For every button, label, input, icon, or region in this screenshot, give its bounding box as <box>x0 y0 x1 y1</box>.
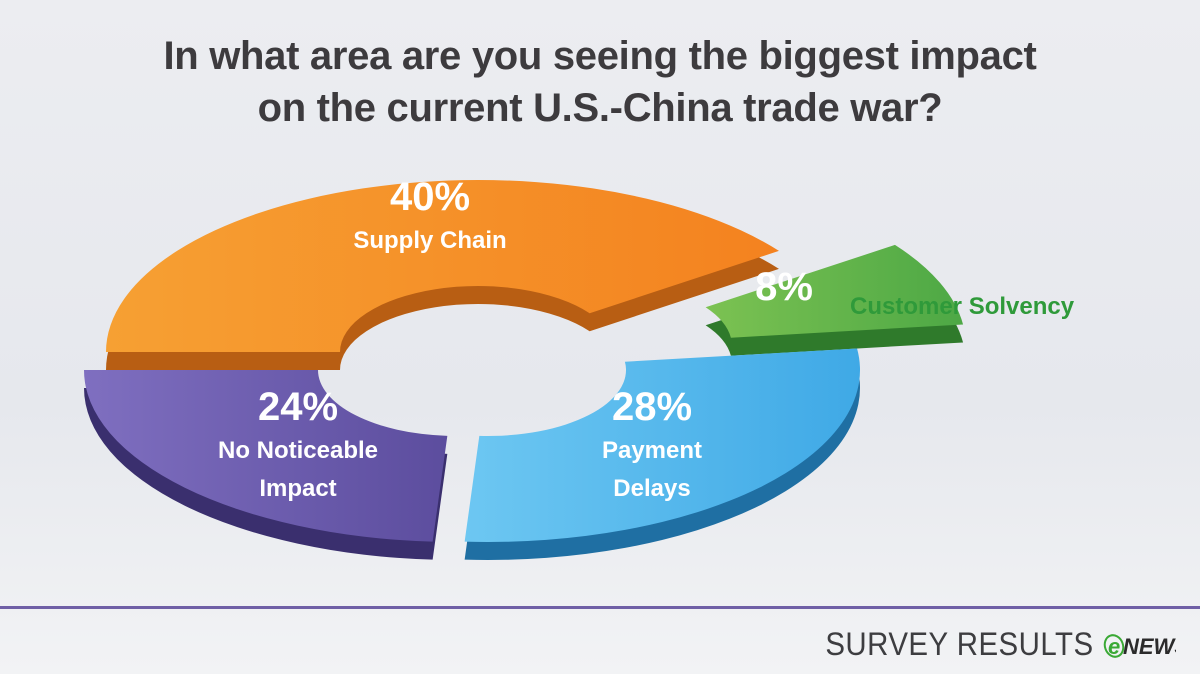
footer: SURVEY RESULTS e NEWS <box>802 624 1176 664</box>
enews-logo-mark: e NEWS <box>1103 634 1176 659</box>
chart-title-line-1: In what area are you seeing the biggest … <box>163 34 1037 78</box>
survey-results-label: SURVEY RESULTS <box>825 625 1094 662</box>
category-label-outside-1: Customer Solvency <box>850 293 1075 320</box>
category-label-0-0: Supply Chain <box>353 227 506 254</box>
slice-no-noticeable-impact <box>84 370 448 542</box>
category-label-3-1: Impact <box>259 475 336 502</box>
footer-divider <box>0 606 1200 609</box>
slice-customer-solvency <box>705 244 964 338</box>
category-label-2-1: Delays <box>613 475 690 502</box>
svg-text:e: e <box>1108 634 1120 659</box>
category-label-3-0: No Noticeable <box>218 437 378 464</box>
category-label-2-0: Payment <box>602 437 702 464</box>
enews-logo: e NEWS <box>1102 626 1176 662</box>
slice-payment-delays <box>464 348 860 542</box>
value-label-3: 24% <box>258 385 338 429</box>
chart-title: In what area are you seeing the biggest … <box>0 30 1200 134</box>
value-label-2: 28% <box>612 385 692 429</box>
chart-title-line-2: on the current U.S.-China trade war? <box>257 86 943 130</box>
slice-supply-chain <box>106 179 779 352</box>
value-label-0: 40% <box>390 175 470 219</box>
svg-text:NEWS: NEWS <box>1123 634 1176 659</box>
value-label-1: 8% <box>755 265 813 309</box>
